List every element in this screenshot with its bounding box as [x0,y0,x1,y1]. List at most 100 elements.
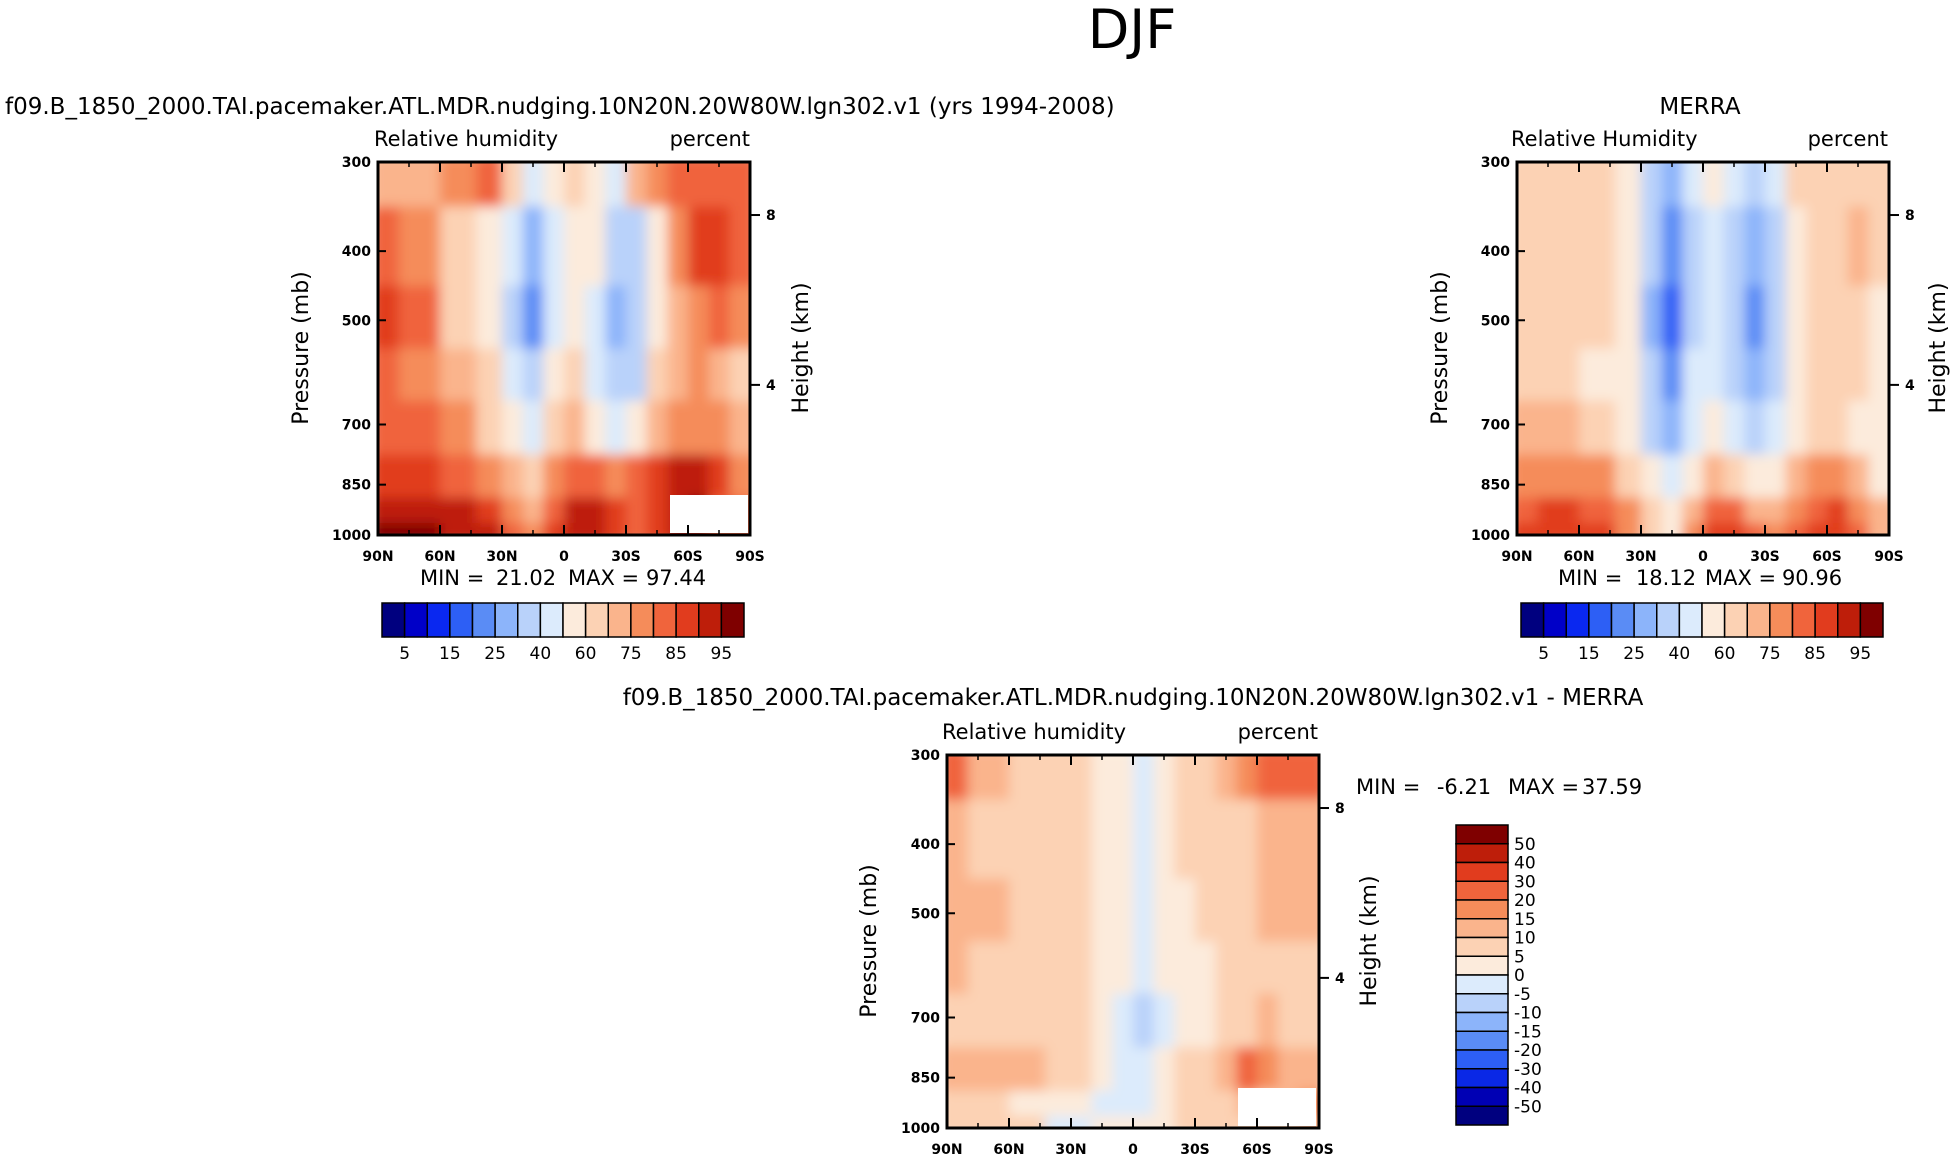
merra-colorbar-box [1791,602,1816,638]
diff-cell [1174,1115,1196,1128]
panel-diff-units-label: percent [1238,720,1318,744]
model-cell [440,522,477,535]
diff-x-tick-label: 30N [1055,1142,1086,1158]
merra-cell [1517,285,1539,349]
diff-colorbar-label: 0 [1514,966,1525,986]
merra-cell [1868,454,1889,499]
model-cell [440,285,477,349]
model-cell [476,162,503,208]
model-colorbar-box [426,602,451,638]
diff-cell [1009,1115,1046,1128]
merra-cell [1806,522,1828,535]
merra-cell [1744,497,1766,524]
model-cell [729,285,750,349]
merra-cell [1661,348,1683,402]
diff-cell [947,755,969,801]
merra-cell [1827,454,1849,499]
model-cell [440,400,477,456]
model-cell [522,162,544,208]
diff-colorbar-label: 40 [1514,854,1536,874]
diff-cell [947,878,969,942]
model-cell [502,162,524,208]
model-cell [543,348,565,402]
diff-colorbar-label: -20 [1514,1041,1542,1061]
model-cell [398,454,441,499]
merra-cell [1744,522,1766,535]
diff-cell [967,799,1010,880]
panel-merra-ticks: 90N 60N 30N 0 30S 60S 90S 300 400 500 700 850 1000 8 4 [1471,155,1915,565]
merra-x-tick-label: 60N [1563,549,1594,565]
model-cell [522,522,544,535]
diff-cell [1215,1047,1237,1092]
merra-cell [1765,497,1787,524]
diff-colorbar-box [1455,1030,1509,1051]
diff-cell [1215,941,1237,995]
merra-colorbar-label: 95 [1850,644,1872,664]
model-cell [667,454,689,499]
model-colorbar-box [720,602,745,638]
merra-cell [1744,400,1766,456]
merra-y2-tick-label: 4 [1905,378,1915,394]
diff-cell [1091,941,1113,995]
merra-cell [1723,162,1745,208]
diff-cell [967,1047,1010,1092]
diff-colorbar-box [1455,899,1509,920]
merra-colorbar-label: 40 [1669,644,1691,664]
diff-x-tick-label: 0 [1128,1142,1138,1158]
diff-cell [1236,941,1258,995]
model-cell [398,400,441,456]
diff-cell [1298,799,1319,880]
merra-cell [1517,348,1539,402]
merra-cell [1785,348,1807,402]
diff-cell [1112,941,1134,995]
merra-y-tick-label: 1000 [1471,528,1510,544]
diff-cell [967,1090,1010,1117]
diff-cell [1236,799,1258,880]
model-cell [543,206,565,287]
merra-x-tick-label: 30N [1625,549,1656,565]
model-x-tick-label: 60S [673,549,703,565]
diff-colorbar-box [1455,1011,1509,1032]
merra-cell [1868,348,1889,402]
diff-colorbar-box [1455,974,1509,995]
diff-colorbar-box [1455,1049,1509,1070]
diff-cell [1091,799,1113,880]
merra-cell [1827,522,1849,535]
panel-merra-title: MERRA [1659,94,1740,120]
diff-cell [1071,941,1093,995]
merra-cell [1682,348,1704,402]
diff-cell [1277,878,1299,942]
diff-cell [1277,941,1299,995]
merra-cell [1661,497,1683,524]
merra-cell [1847,497,1869,524]
model-y-tick-label: 850 [342,478,371,494]
merra-cell [1723,522,1745,535]
merra-colorbar-box [1723,602,1748,638]
model-cell [398,162,441,208]
model-cell [378,522,400,535]
panel-diff-min-value: -6.21 [1437,775,1491,799]
model-cell [378,400,400,456]
model-colorbar-box [517,602,542,638]
panel-merra-colorbar: 5 15 25 40 60 75 85 95 [1520,602,1884,664]
merra-cell [1785,497,1807,524]
diff-colorbar-label: 30 [1514,872,1536,892]
diff-cell [1298,993,1319,1049]
merra-cell [1661,400,1683,456]
merra-cell [1765,162,1787,208]
diff-cell [1277,799,1299,880]
diff-colorbar-box [1455,936,1509,957]
diff-cell [1215,878,1237,942]
diff-cell [1112,993,1134,1049]
diff-colorbar-label: 50 [1514,835,1536,855]
merra-cell [1806,206,1828,287]
diff-cell [1174,993,1196,1049]
merra-y-tick-label: 400 [1481,244,1510,260]
merra-cell [1847,348,1869,402]
diff-cell [1112,1047,1134,1092]
model-x-tick-label: 90S [735,549,765,565]
merra-colorbar-box [1701,602,1726,638]
model-y-tick-label: 400 [342,244,371,260]
merra-y2-tick-label: 8 [1905,208,1915,224]
merra-cell [1682,454,1704,499]
